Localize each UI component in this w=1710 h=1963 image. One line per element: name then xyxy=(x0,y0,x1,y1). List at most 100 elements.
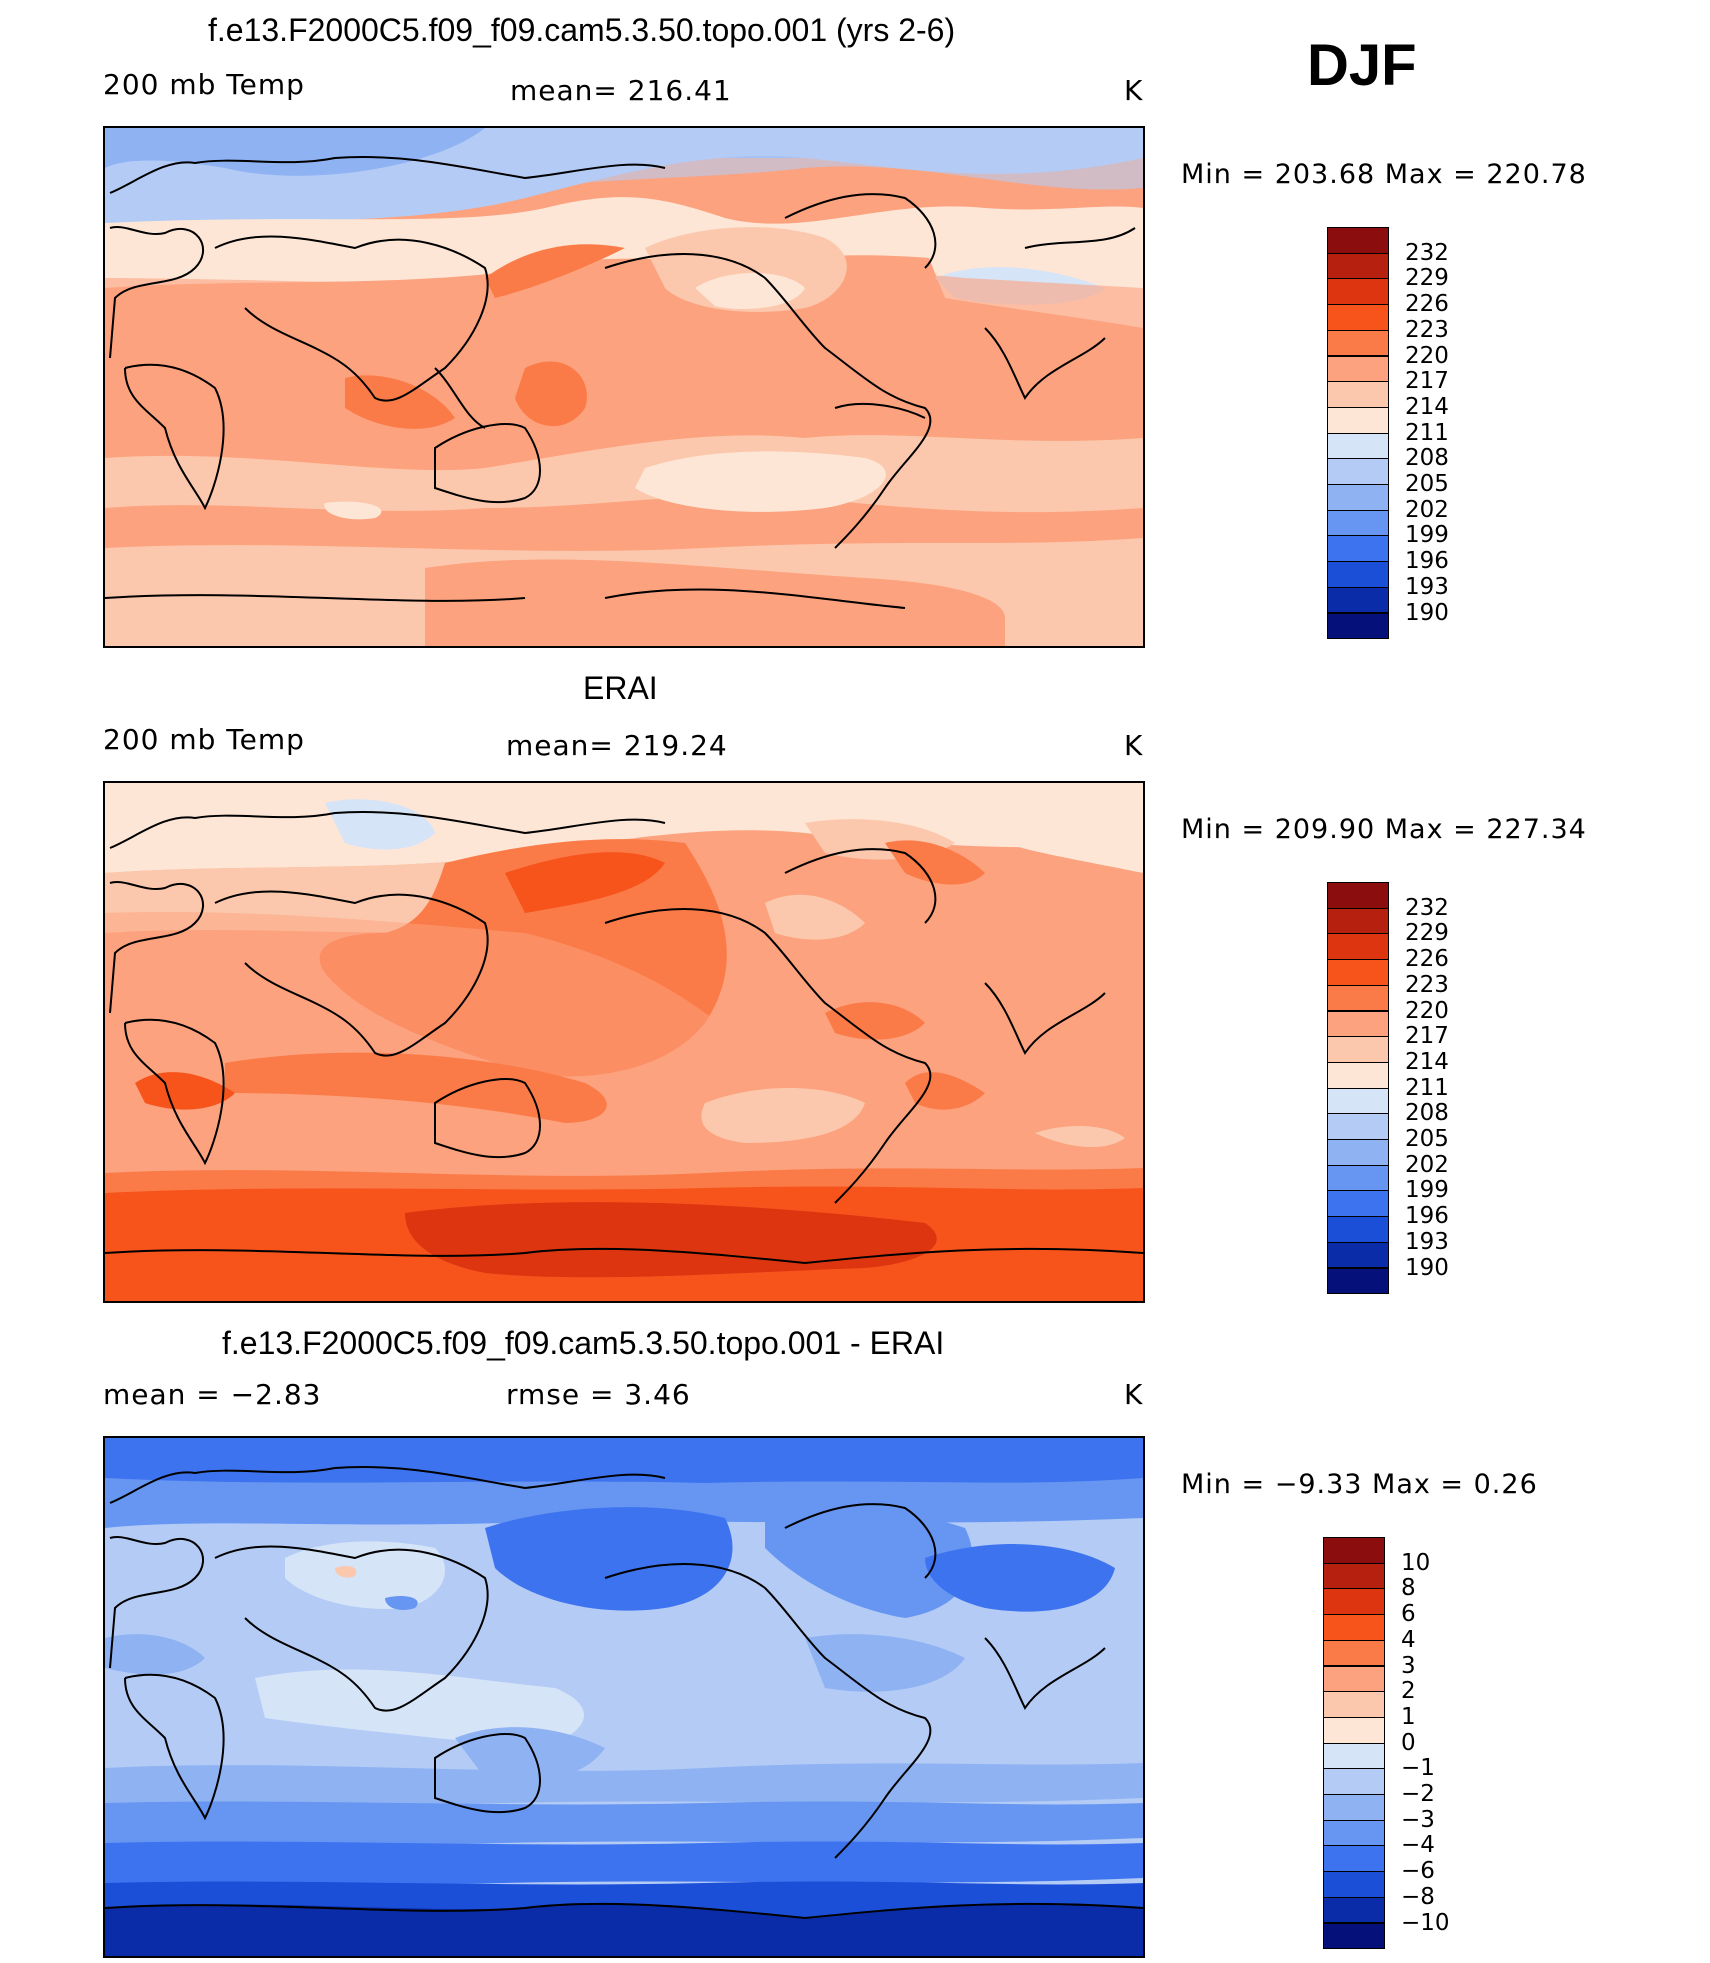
colorbar-swatch xyxy=(1323,1716,1385,1744)
colorbar-swatch xyxy=(1327,1036,1389,1063)
colorbar-label: −10 xyxy=(1401,1909,1450,1936)
colorbar-label: 217 xyxy=(1405,368,1449,395)
colorbar-label: 229 xyxy=(1405,920,1449,947)
colorbar-label: 3 xyxy=(1401,1652,1416,1679)
colorbar-label: 205 xyxy=(1405,471,1449,497)
colorbar-swatch xyxy=(1327,535,1389,563)
colorbar-label: 232 xyxy=(1405,894,1449,921)
colorbar-label: 8 xyxy=(1401,1575,1416,1602)
colorbar-swatch xyxy=(1327,1241,1389,1269)
colorbar-swatch xyxy=(1327,612,1389,640)
panel-1-units: K xyxy=(1124,74,1144,107)
colorbar-swatch xyxy=(1323,1845,1385,1873)
colorbar-swatch xyxy=(1327,984,1389,1012)
colorbar-swatch xyxy=(1327,432,1389,460)
colorbar-label: −4 xyxy=(1401,1832,1435,1859)
colorbar-swatch xyxy=(1327,1190,1389,1218)
panel-2-title: ERAI xyxy=(583,670,658,706)
colorbar-label: 232 xyxy=(1405,239,1449,266)
colorbar-swatch xyxy=(1323,1562,1385,1590)
colorbar-label: 196 xyxy=(1405,1203,1449,1230)
colorbar-swatch xyxy=(1327,933,1389,961)
colorbar-swatch xyxy=(1327,1164,1389,1192)
colorbar-label: 208 xyxy=(1405,1100,1449,1127)
colorbar-swatch xyxy=(1323,1922,1385,1950)
panel-3-mean-label: mean = −2.83 xyxy=(103,1378,322,1411)
panel-3-minmax: Min = −9.33 Max = 0.26 xyxy=(1181,1469,1538,1500)
colorbar-swatch xyxy=(1327,907,1389,935)
colorbar-swatch xyxy=(1323,1742,1385,1770)
colorbar-label: 2 xyxy=(1401,1678,1416,1705)
colorbar-label: 211 xyxy=(1405,419,1449,446)
colorbar-swatch xyxy=(1327,586,1389,614)
colorbar-swatch xyxy=(1327,1267,1389,1295)
panel-2-mean-label: mean= 219.24 xyxy=(506,729,728,762)
colorbar-swatch xyxy=(1323,1537,1385,1564)
panel-2-units: K xyxy=(1124,729,1144,762)
colorbar-label: 226 xyxy=(1405,946,1449,973)
colorbar-label: 223 xyxy=(1405,971,1449,998)
colorbar-label: 220 xyxy=(1405,342,1449,369)
colorbar-label: 211 xyxy=(1405,1074,1449,1101)
colorbar-label: −8 xyxy=(1401,1883,1435,1910)
colorbar-swatch xyxy=(1327,1010,1389,1038)
panel-1-title: f.e13.F2000C5.f09_f09.cam5.3.50.topo.001… xyxy=(208,12,956,48)
colorbar-label: 0 xyxy=(1401,1729,1416,1756)
colorbar-swatch xyxy=(1327,355,1389,383)
colorbar-swatch xyxy=(1327,406,1389,434)
colorbar-swatch xyxy=(1327,458,1389,485)
colorbar-label: 190 xyxy=(1405,599,1449,626)
colorbar-swatch xyxy=(1323,1871,1385,1898)
colorbar-label: 1 xyxy=(1401,1703,1416,1730)
panel-3-units: K xyxy=(1124,1378,1144,1411)
colorbar-label: 220 xyxy=(1405,997,1449,1024)
colorbar-swatch xyxy=(1323,1896,1385,1924)
colorbar-swatch xyxy=(1327,509,1389,537)
colorbar-swatch xyxy=(1327,882,1389,909)
colorbar-swatch xyxy=(1323,1768,1385,1795)
colorbar-swatch xyxy=(1327,1061,1389,1089)
colorbar-label: 223 xyxy=(1405,316,1449,343)
colorbar-label: 199 xyxy=(1405,1177,1449,1204)
panel-3-map xyxy=(103,1436,1145,1958)
panel-1-map xyxy=(103,126,1145,648)
panel-2-map xyxy=(103,781,1145,1303)
colorbar-swatch xyxy=(1323,1614,1385,1641)
colorbar-label: 4 xyxy=(1401,1626,1416,1653)
colorbar-swatch xyxy=(1323,1588,1385,1616)
colorbar-label: 214 xyxy=(1405,393,1449,420)
colorbar-label: 205 xyxy=(1405,1126,1449,1152)
colorbar-label: −3 xyxy=(1401,1806,1435,1833)
colorbar-swatch xyxy=(1327,959,1389,986)
colorbar-swatch xyxy=(1327,278,1389,306)
colorbar-label: 190 xyxy=(1405,1254,1449,1281)
colorbar-label: 202 xyxy=(1405,496,1449,523)
colorbar-swatch xyxy=(1323,1639,1385,1667)
colorbar-label: 217 xyxy=(1405,1023,1449,1050)
colorbar-label: 193 xyxy=(1405,1228,1449,1255)
colorbar-label: −2 xyxy=(1401,1781,1435,1807)
colorbar-label: 208 xyxy=(1405,445,1449,472)
colorbar-swatch xyxy=(1323,1819,1385,1847)
colorbar-swatch xyxy=(1323,1691,1385,1718)
colorbar-swatch xyxy=(1327,1139,1389,1166)
panel-3-title: f.e13.F2000C5.f09_f09.cam5.3.50.topo.001… xyxy=(222,1325,945,1361)
colorbar-swatch xyxy=(1327,329,1389,357)
colorbar-label: 214 xyxy=(1405,1048,1449,1075)
colorbar-label: 193 xyxy=(1405,573,1449,600)
panel-1-variable-label: 200 mb Temp xyxy=(103,68,305,101)
colorbar-swatch xyxy=(1327,1216,1389,1243)
colorbar-swatch xyxy=(1327,561,1389,588)
colorbar-swatch xyxy=(1327,227,1389,254)
panel-3-rmse-label: rmse = 3.46 xyxy=(506,1378,691,1411)
panel-2-minmax: Min = 209.90 Max = 227.34 xyxy=(1181,814,1587,845)
colorbar-label: 10 xyxy=(1401,1549,1431,1576)
colorbar-label: 6 xyxy=(1401,1601,1416,1628)
colorbar-swatch xyxy=(1323,1794,1385,1821)
colorbar-swatch xyxy=(1327,1087,1389,1115)
season-label: DJF xyxy=(1307,33,1417,98)
colorbar-swatch xyxy=(1327,304,1389,331)
colorbar-swatch xyxy=(1327,1113,1389,1140)
colorbar-swatch xyxy=(1327,381,1389,408)
colorbar-swatch xyxy=(1323,1665,1385,1693)
